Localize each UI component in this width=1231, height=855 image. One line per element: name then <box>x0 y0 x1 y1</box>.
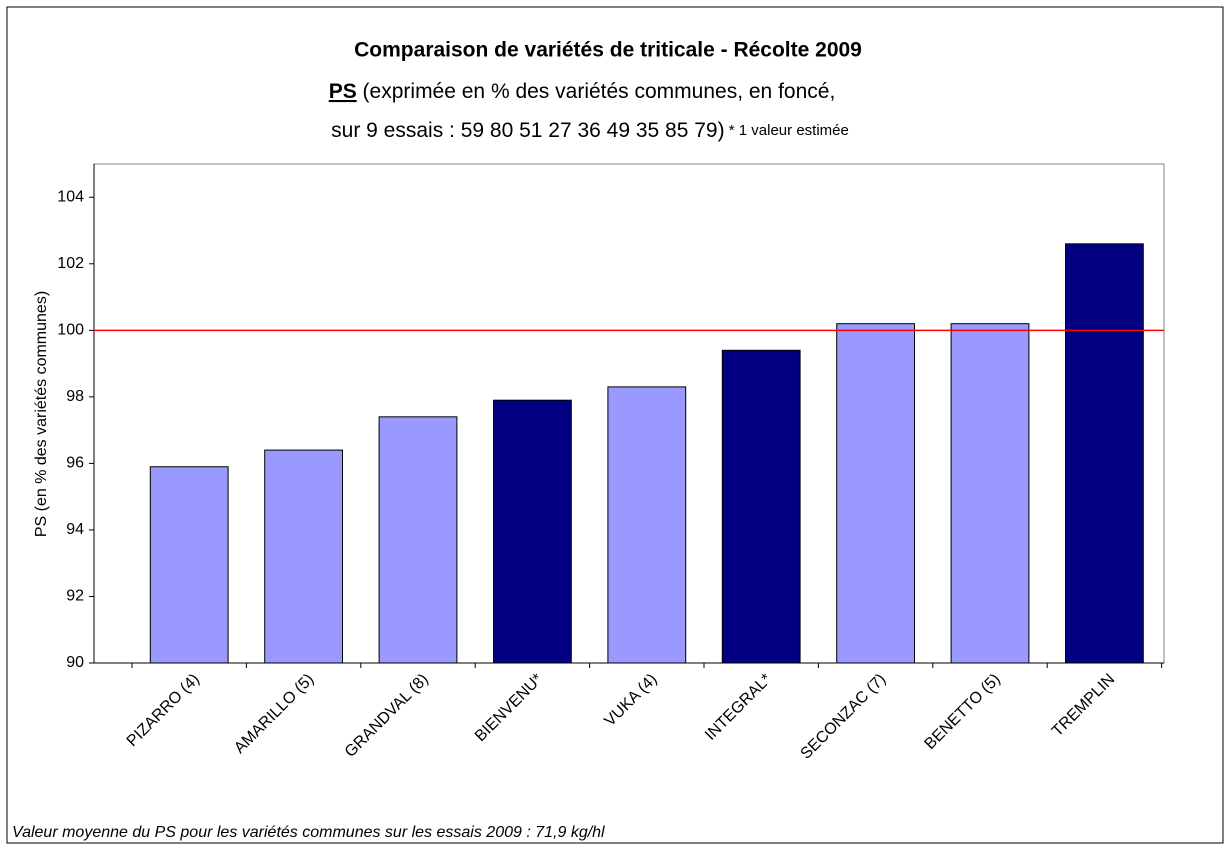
footnote: Valeur moyenne du PS pour les variétés c… <box>12 824 605 841</box>
bar <box>378 416 458 664</box>
bar <box>264 449 343 664</box>
bar <box>493 399 572 664</box>
subtitle-note: * 1 valeur estimée <box>725 122 849 139</box>
y-tick-label: 102 <box>57 255 84 272</box>
subtitle-line: (exprimée en % des variétés communes, en… <box>357 80 836 103</box>
bar <box>721 349 801 664</box>
chart-title: Comparaison de variétés de triticale - R… <box>354 39 862 62</box>
y-tick-label: 96 <box>66 455 84 472</box>
bar <box>149 466 229 664</box>
subtitle-line: sur 9 essais : 59 80 51 27 36 49 35 85 7… <box>331 119 724 142</box>
subtitle-lead: PS <box>329 80 357 103</box>
y-tick-label: 92 <box>66 588 84 605</box>
y-tick-label: 98 <box>66 388 84 405</box>
y-tick-label: 104 <box>57 188 84 205</box>
y-axis-label: PS (en % des variétés communes) <box>33 291 50 537</box>
bar <box>1065 243 1144 664</box>
y-tick-label: 100 <box>57 322 84 339</box>
y-tick-label: 90 <box>66 654 84 671</box>
bar <box>836 323 915 664</box>
bar <box>607 386 687 664</box>
subtitle: sur 9 essais : 59 80 51 27 36 49 35 85 7… <box>331 119 849 142</box>
y-tick-label: 94 <box>66 521 84 538</box>
bar <box>950 323 1030 664</box>
subtitle: PS (exprimée en % des variétés communes,… <box>329 80 836 103</box>
